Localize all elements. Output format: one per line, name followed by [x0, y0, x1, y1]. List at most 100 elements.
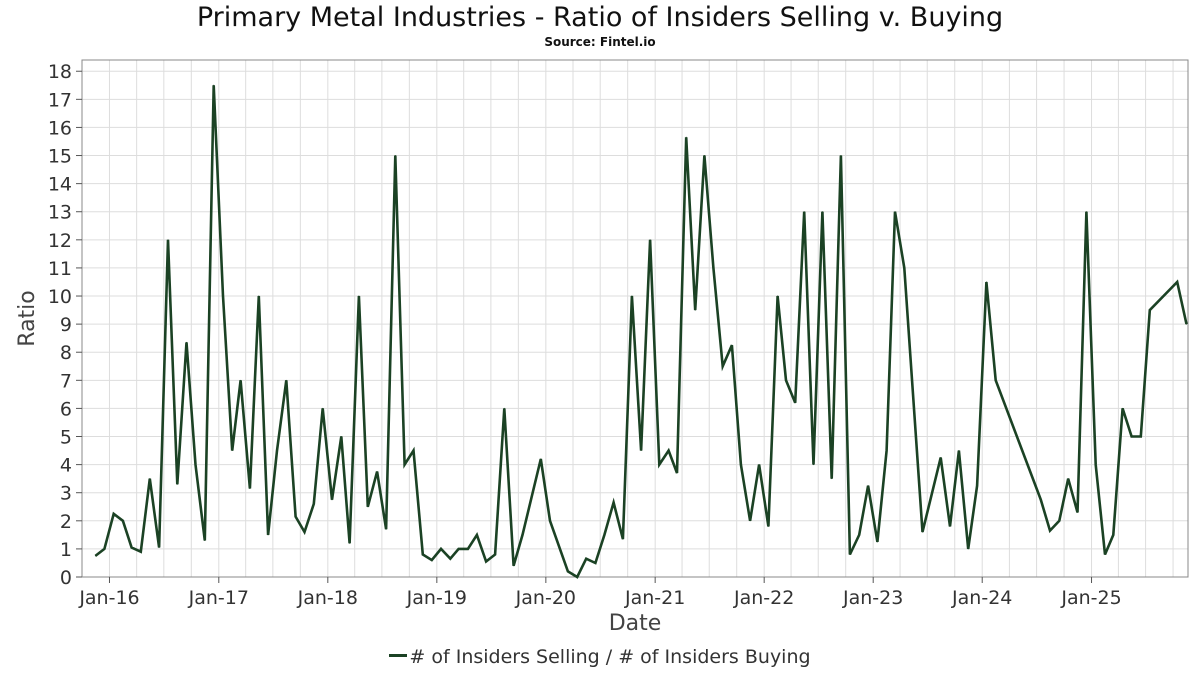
- data-point: [367, 506, 369, 508]
- x-tick-label: Jan-20: [515, 587, 576, 609]
- y-tick-label: 15: [48, 146, 72, 168]
- data-point: [777, 295, 779, 297]
- data-point: [331, 499, 333, 501]
- data-point: [767, 525, 769, 527]
- y-tick-label: 5: [60, 427, 72, 449]
- y-tick-label: 6: [60, 398, 72, 420]
- data-point: [1112, 534, 1114, 536]
- gridlines: [82, 60, 1188, 578]
- y-tick-label: 4: [60, 455, 72, 477]
- y-tick-label: 18: [48, 61, 72, 83]
- data-point: [113, 513, 115, 515]
- data-point: [903, 267, 905, 269]
- x-tick-label: Jan-22: [733, 587, 794, 609]
- x-tick-label: Jan-25: [1060, 587, 1121, 609]
- data-point: [503, 407, 505, 409]
- data-point: [967, 548, 969, 550]
- legend: # of Insiders Selling / # of Insiders Bu…: [0, 646, 1200, 668]
- data-point: [440, 548, 442, 550]
- data-point: [513, 565, 515, 567]
- data-point: [785, 379, 787, 381]
- data-point: [858, 534, 860, 536]
- data-point: [404, 464, 406, 466]
- y-tick-label: 3: [60, 483, 72, 505]
- data-point: [812, 464, 814, 466]
- data-point: [131, 546, 133, 548]
- data-point: [1076, 511, 1078, 513]
- data-point: [958, 450, 960, 452]
- data-point: [722, 365, 724, 367]
- data-point: [467, 548, 469, 550]
- x-axis-ticks: Jan-16 Jan-17 Jan-18 Jan-19 Jan-20 Jan-21 Jan-…: [78, 577, 1122, 609]
- data-point: [1049, 530, 1051, 532]
- data-point: [494, 554, 496, 556]
- data-point: [758, 464, 760, 466]
- x-tick-label: Jan-17: [188, 587, 249, 609]
- data-point: [431, 559, 433, 561]
- data-point: [876, 541, 878, 543]
- x-axis-label: Date: [609, 611, 662, 636]
- data-point: [976, 485, 978, 487]
- data-point: [867, 485, 869, 487]
- y-tick-label: 13: [48, 202, 72, 224]
- data-point: [603, 534, 605, 536]
- data-point: [1140, 436, 1142, 438]
- data-point: [213, 84, 215, 86]
- data-point: [249, 487, 251, 489]
- legend-label: # of Insiders Selling / # of Insiders Bu…: [409, 646, 811, 668]
- data-point: [576, 576, 578, 578]
- data-point: [385, 528, 387, 530]
- data-point: [485, 561, 487, 563]
- data-point: [122, 520, 124, 522]
- data-point: [340, 436, 342, 438]
- data-point: [613, 502, 615, 504]
- y-tick-label: 8: [60, 342, 72, 364]
- data-point: [1085, 211, 1087, 213]
- series-layer: [94, 84, 1188, 579]
- x-tick-label: Jan-16: [78, 587, 139, 609]
- data-point: [158, 546, 160, 548]
- chart-title: Primary Metal Industries - Ratio of Insi…: [196, 2, 1004, 33]
- data-point: [949, 525, 951, 527]
- data-point: [821, 211, 823, 213]
- data-point: [594, 562, 596, 564]
- data-point: [94, 555, 96, 557]
- data-point: [285, 379, 287, 381]
- data-point: [712, 267, 714, 269]
- y-tick-label: 0: [60, 567, 72, 589]
- data-point: [394, 155, 396, 157]
- series-line-0: [94, 85, 1188, 579]
- data-point: [886, 450, 888, 452]
- data-point: [167, 239, 169, 241]
- y-tick-label: 1: [60, 539, 72, 561]
- data-point: [349, 542, 351, 544]
- data-point: [740, 464, 742, 466]
- data-point: [540, 458, 542, 460]
- data-point: [1104, 554, 1106, 556]
- data-point: [703, 155, 705, 157]
- data-point: [522, 534, 524, 536]
- data-point: [921, 531, 923, 533]
- y-tick-label: 12: [48, 230, 72, 252]
- data-point: [231, 450, 233, 452]
- data-point: [658, 464, 660, 466]
- y-tick-label: 2: [60, 511, 72, 533]
- y-tick-label: 14: [48, 174, 72, 196]
- data-point: [995, 379, 997, 381]
- legend-swatch: [389, 654, 408, 657]
- data-point: [176, 483, 178, 485]
- data-point: [1067, 478, 1069, 480]
- y-tick-label: 17: [48, 89, 72, 111]
- data-point: [794, 402, 796, 404]
- data-point: [313, 503, 315, 505]
- data-point: [422, 554, 424, 556]
- plot-area: [81, 59, 1189, 578]
- data-point: [622, 538, 624, 540]
- data-point: [940, 457, 942, 459]
- data-point: [840, 155, 842, 157]
- data-point: [413, 450, 415, 452]
- y-tick-label: 9: [60, 314, 72, 336]
- x-tick-label: Jan-21: [624, 587, 685, 609]
- data-point: [549, 520, 551, 522]
